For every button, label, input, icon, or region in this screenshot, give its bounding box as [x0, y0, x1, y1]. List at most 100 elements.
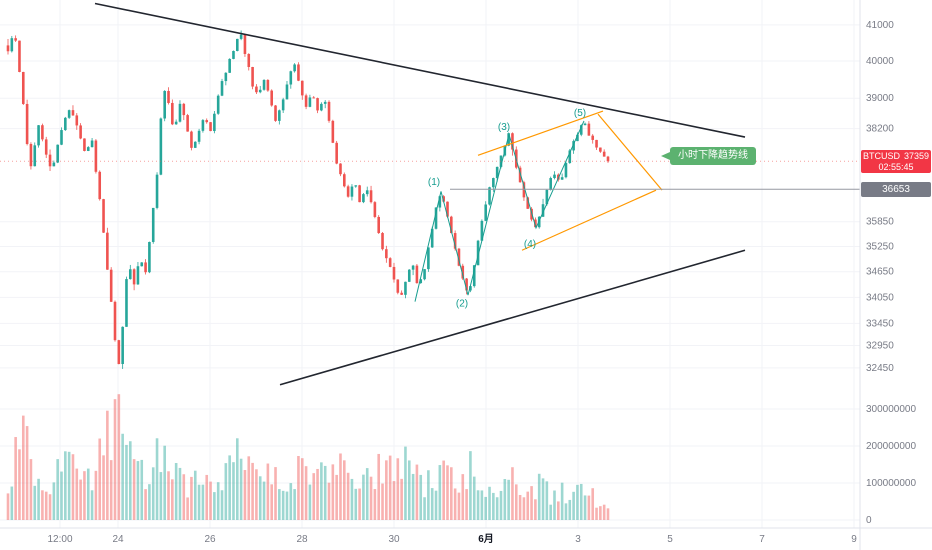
volume-bar [155, 438, 159, 520]
volume-bar [469, 451, 472, 520]
volume-bar [304, 466, 308, 520]
volume-bar [71, 454, 75, 520]
volume-bar [232, 462, 235, 520]
candle-body [278, 110, 281, 121]
volume-bar [465, 489, 468, 520]
volume-bar [599, 506, 602, 520]
callout-tail [661, 152, 670, 160]
price-axis-label: 35850 [866, 217, 894, 228]
time-axis-label: 28 [296, 534, 308, 545]
volume-bar [270, 484, 273, 520]
volume-bar [216, 482, 220, 520]
time-axis-label: 9 [851, 534, 857, 545]
volume-axis-label: 300000000 [866, 404, 916, 415]
volume-bar [446, 465, 449, 520]
candle-body [21, 71, 25, 104]
volume-bar [553, 490, 556, 520]
volume-bar [549, 504, 552, 520]
volume-bar [293, 489, 296, 520]
volume-bar [385, 460, 388, 520]
callout-text: 小时下降趋势线 [678, 150, 748, 161]
volume-bar [255, 469, 258, 520]
candle-body [37, 125, 40, 146]
volume-bar [274, 467, 277, 520]
volume-bar [453, 488, 457, 520]
candle-body [213, 113, 216, 132]
volume-bar [419, 474, 423, 520]
volume-bar [442, 460, 445, 520]
volume-bar [251, 462, 254, 520]
volume-bar [572, 491, 575, 520]
candle-body [308, 97, 312, 107]
volume-bar [339, 453, 342, 520]
candle-body [362, 194, 365, 203]
candle-body [595, 139, 598, 148]
volume-bar [174, 463, 178, 520]
candle-body [117, 340, 121, 365]
candle-body [365, 190, 369, 195]
trendline-note-callout[interactable]: 小时下降趋势线 [661, 147, 756, 165]
volume-bar [98, 438, 102, 520]
volume-bar [526, 491, 530, 520]
candle-body [457, 248, 461, 266]
candle-body [606, 156, 610, 162]
volume-bar [18, 449, 21, 520]
volume-bar [534, 499, 537, 520]
candle-body [94, 140, 98, 172]
candle-body [388, 258, 392, 267]
volume-bar [94, 470, 98, 520]
candle-body [102, 199, 105, 233]
candlesticks [6, 30, 610, 369]
volume-bar [205, 474, 209, 520]
volume-bar [354, 488, 358, 520]
candle-body [583, 123, 587, 126]
volume-bar [41, 490, 44, 520]
volume-bar [109, 460, 113, 520]
descending-trendline[interactable] [94, 2, 746, 138]
candle-body [343, 174, 346, 187]
wedge-projection[interactable] [597, 113, 663, 191]
volume-bar [10, 486, 14, 520]
candle-body [216, 95, 220, 114]
volume-bar [587, 495, 591, 520]
candle-body [331, 120, 335, 143]
ascending-trendline[interactable] [279, 249, 746, 386]
candle-body [235, 38, 239, 51]
candle-body [182, 103, 186, 116]
elliott-wave-zigzag[interactable] [414, 120, 585, 302]
trendline-drawings[interactable] [94, 2, 746, 386]
candle-body [476, 240, 480, 266]
candle-body [415, 265, 419, 284]
volume-bar [358, 488, 361, 520]
price-axis-label: 34050 [866, 292, 894, 303]
candle-body [599, 147, 602, 152]
candle-body [10, 38, 14, 52]
volume-bar [472, 476, 476, 520]
candle-body [404, 281, 407, 295]
candle-body [125, 279, 128, 327]
volume-bar [557, 501, 560, 520]
candle-body [472, 265, 476, 287]
wedge-upper[interactable] [477, 110, 604, 156]
volume-bar [346, 472, 350, 520]
current-price-badge: BTCUSD 37359 02:55:45 [861, 150, 931, 173]
candle-body [385, 249, 388, 259]
candle-body [396, 279, 400, 293]
wedge-lower[interactable] [521, 189, 657, 251]
volume-bar [48, 494, 52, 520]
volume-bar [102, 455, 105, 520]
volume-bar [171, 479, 174, 520]
candle-body [438, 196, 442, 208]
candle-body [83, 138, 86, 151]
candle-body [430, 228, 434, 248]
volume-bar [396, 458, 400, 520]
candle-countdown: 02:55:45 [878, 161, 914, 172]
candle-body [67, 110, 71, 118]
candle-body [44, 139, 48, 155]
current-price-value: 37359 [903, 150, 930, 161]
candle-body [155, 174, 159, 208]
candle-body [446, 201, 449, 217]
